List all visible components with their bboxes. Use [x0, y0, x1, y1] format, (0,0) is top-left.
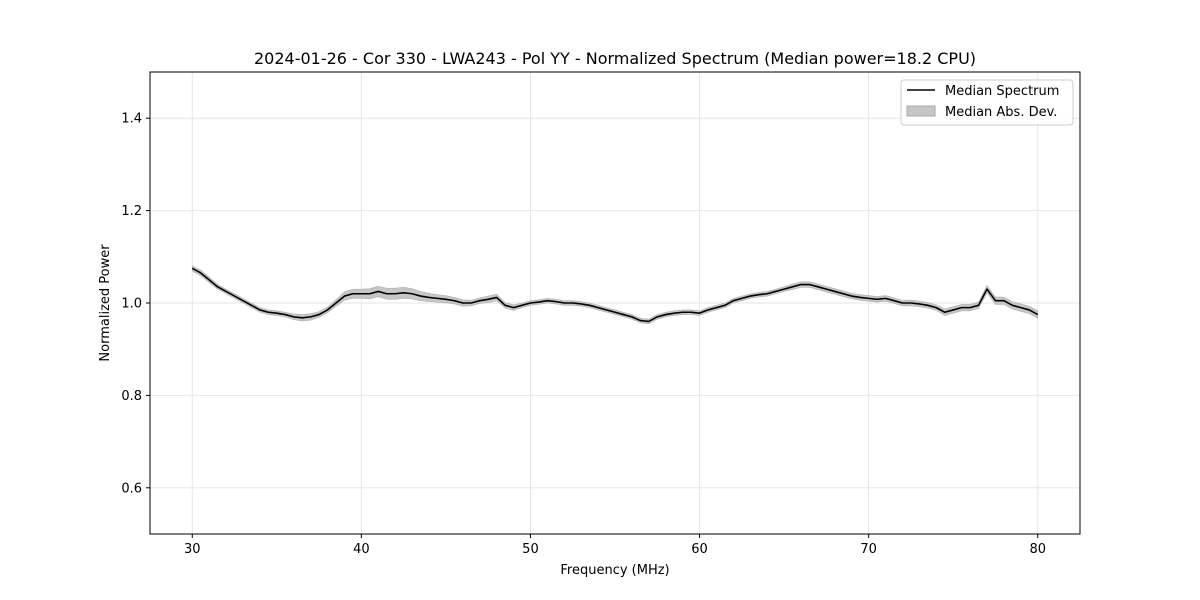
x-tick-label: 30 [184, 542, 201, 557]
legend: Median Spectrum Median Abs. Dev. [900, 79, 1074, 126]
y-axis-ticks: 0.6 0.8 1.0 1.2 1.4 [121, 112, 150, 496]
chart-title: 2024-01-26 - Cor 330 - LWA243 - Pol YY -… [254, 49, 976, 68]
y-tick-label: 0.6 [121, 481, 142, 496]
y-tick-label: 1.2 [121, 204, 142, 219]
spectrum-line-layer [191, 267, 1039, 323]
legend-box [900, 79, 1074, 126]
y-tick-label: 1.0 [121, 297, 142, 312]
y-axis-label: Normalized Power [98, 244, 113, 362]
x-tick-label: 80 [1029, 542, 1046, 557]
x-axis-ticks: 30 40 50 60 70 80 [184, 534, 1046, 557]
legend-band-swatch [906, 105, 936, 117]
x-axis-label: Frequency (MHz) [560, 563, 669, 578]
x-tick-label: 50 [522, 542, 539, 557]
x-tick-label: 60 [691, 542, 708, 557]
median-spectrum-line [191, 267, 1039, 323]
y-tick-label: 1.4 [121, 112, 142, 127]
x-tick-label: 40 [353, 542, 370, 557]
legend-label-median-abs-dev: Median Abs. Dev. [945, 105, 1057, 120]
y-tick-label: 0.8 [121, 389, 142, 404]
x-tick-label: 70 [860, 542, 877, 557]
legend-label-median-spectrum: Median Spectrum [945, 84, 1059, 99]
